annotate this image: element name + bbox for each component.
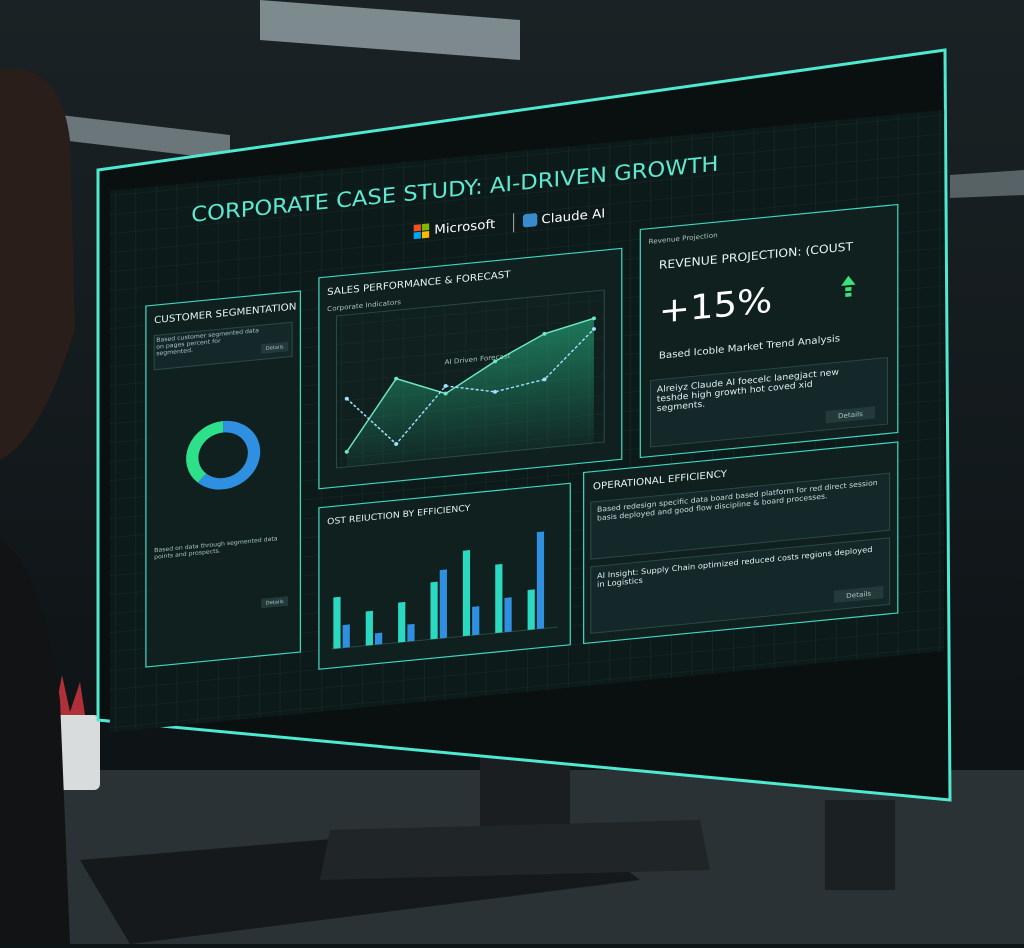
point (591, 316, 597, 321)
bar-chart (333, 531, 545, 649)
point (394, 376, 399, 381)
donut-segment (186, 421, 224, 483)
bar (536, 531, 545, 630)
ceiling-light (260, 0, 520, 60)
bar (472, 606, 480, 636)
logo-square (413, 231, 421, 240)
point (493, 389, 498, 394)
brand-icon (522, 213, 538, 228)
point (344, 449, 349, 454)
line-chart (344, 316, 597, 468)
bar (439, 569, 447, 639)
ceiling-light (950, 170, 1024, 198)
bar (495, 563, 503, 634)
bar (504, 597, 512, 633)
button[interactable] (833, 585, 884, 604)
button[interactable] (261, 341, 289, 354)
area (346, 318, 594, 468)
point (542, 377, 547, 382)
speaker (825, 800, 895, 890)
up-arrow (841, 275, 856, 298)
line (346, 317, 595, 453)
brand-name: Claude AI (541, 207, 605, 228)
brand-name: Microsoft (434, 217, 495, 237)
text-box (590, 472, 891, 560)
point (443, 384, 448, 388)
monitor-base (320, 820, 710, 880)
donut-segment (197, 420, 261, 490)
logo-square (421, 223, 430, 231)
button-label[interactable]: Details (846, 590, 871, 600)
bar (430, 581, 438, 640)
person-head (0, 68, 75, 460)
button-label[interactable]: Details (266, 344, 284, 352)
insight-box (650, 356, 889, 448)
button-label[interactable]: Details (266, 599, 284, 607)
point (542, 331, 547, 336)
bar (365, 610, 373, 646)
bar (462, 550, 471, 637)
logo-square (421, 231, 430, 239)
dashboard: CORPORATE CASE STUDY: AI-DRIVEN GROWTH M… (109, 109, 945, 733)
bar (342, 624, 350, 648)
bar (333, 596, 341, 649)
point (493, 359, 498, 364)
logo-square (413, 224, 421, 232)
button-label[interactable]: Details (838, 410, 863, 420)
bar (407, 623, 415, 642)
ceiling-light (60, 115, 230, 160)
bar (398, 601, 406, 643)
button[interactable] (261, 596, 289, 609)
point (344, 396, 349, 401)
button[interactable] (825, 406, 876, 424)
person-shoulder (0, 540, 70, 944)
point (591, 327, 597, 331)
text-box (153, 321, 293, 371)
bar (527, 589, 535, 630)
point (394, 442, 399, 446)
bar (375, 632, 383, 645)
point (443, 391, 448, 396)
insight-box (590, 537, 891, 634)
donut-chart (186, 420, 261, 490)
